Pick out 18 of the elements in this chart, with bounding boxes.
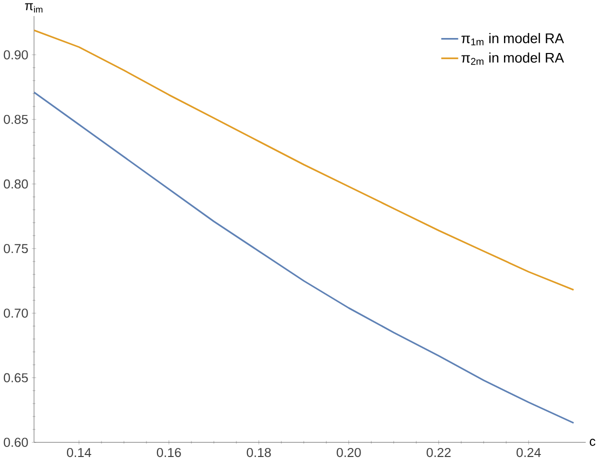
y-tick-label: 0.75 bbox=[4, 244, 28, 253]
y-tick-label: 0.60 bbox=[4, 438, 28, 447]
legend-label: π$_{1m}$ in model RA bbox=[461, 32, 564, 46]
x-tick-label: 0.24 bbox=[516, 448, 541, 457]
legend-label: π$_{2m}$ in model RA bbox=[461, 52, 564, 65]
y-tick-label: 0.90 bbox=[4, 50, 28, 60]
x-tick-label: 0.20 bbox=[336, 448, 361, 457]
y-axis-title: π$_{im}$ bbox=[25, 3, 42, 12]
x-tick-label: 0.22 bbox=[426, 448, 451, 457]
y-tick-label: 0.65 bbox=[4, 372, 28, 382]
y-tick-label: 0.85 bbox=[4, 114, 28, 124]
x-tick-label: 0.16 bbox=[156, 448, 181, 457]
x-axis-title: c bbox=[590, 438, 596, 446]
y-tick-label: 0.80 bbox=[4, 179, 28, 188]
y-tick-label: 0.70 bbox=[4, 308, 28, 318]
x-tick-label: 0.14 bbox=[66, 448, 92, 457]
line-series bbox=[34, 29, 574, 291]
x-tick-label: 0.18 bbox=[246, 448, 271, 457]
